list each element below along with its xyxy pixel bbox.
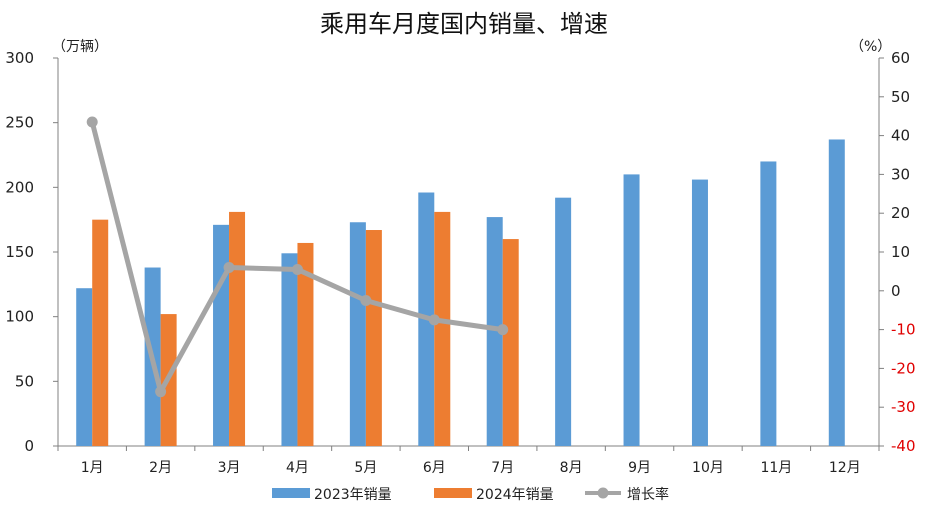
x-tick-label: 12月 [829,460,861,476]
legend-swatch [272,488,310,498]
bar [623,174,640,446]
bar [828,139,845,447]
left-axis-unit: （万辆） [52,39,108,55]
right-tick-label: 0 [891,282,901,300]
right-tick-label: 10 [891,243,910,261]
growth-rate-point [155,386,167,398]
bar [213,224,230,446]
bar [555,197,572,446]
bar [760,161,777,446]
left-tick-label: 0 [24,437,34,455]
left-tick-label: 200 [5,178,34,196]
bar [502,239,519,446]
right-tick-label: -40 [891,437,916,455]
right-axis-unit: （%） [850,39,891,55]
axes: 0 50 100 150 200 250 300 -40 -30 -20 -10 0 10 20 30 40 5… [5,49,915,476]
growth-rate-point [428,314,440,326]
line-layer [86,116,509,398]
bar [297,242,314,446]
growth-rate-point [223,262,235,274]
left-tick-label: 50 [15,372,34,390]
x-tick-label: 4月 [286,460,309,476]
x-tick-label: 6月 [423,460,446,476]
bar [691,179,708,446]
legend-label: 2024年销量 [476,487,554,503]
chart-title: 乘用车月度国内销量、增速 [320,10,608,38]
left-tick-label: 300 [5,49,34,67]
x-tick-label: 10月 [692,460,724,476]
right-tick-label: 40 [891,127,910,145]
right-tick-label: -20 [891,359,916,377]
x-tick-label: 3月 [218,460,241,476]
growth-rate-point [291,263,303,275]
left-tick-label: 250 [5,114,34,132]
legend: 2023年销量 2024年销量 增长率 [272,486,669,503]
bars-layer [76,139,845,447]
bar [229,211,246,446]
bar [434,211,451,446]
x-tick-label: 7月 [491,460,514,476]
legend-swatch [434,488,472,498]
x-tick-label: 9月 [628,460,651,476]
bar [349,222,366,446]
right-tick-label: -10 [891,321,916,339]
bar [281,253,298,446]
legend-label: 增长率 [627,486,669,503]
right-tick-label: -30 [891,398,916,416]
bar [92,219,109,446]
x-tick-label: 1月 [81,460,104,476]
x-tick-label: 5月 [354,460,377,476]
x-tick-label: 11月 [760,460,792,476]
x-tick-label: 8月 [560,460,583,476]
bar [365,230,382,446]
left-tick-label: 150 [5,243,34,261]
growth-rate-point [497,324,509,336]
legend-label: 2023年销量 [314,487,392,503]
growth-rate-point [360,295,372,306]
right-tick-label: 30 [891,165,910,183]
growth-rate-point [86,116,98,128]
legend-swatch-marker [597,487,609,499]
x-tick-label: 2月 [149,460,172,476]
right-tick-label: 20 [891,204,910,222]
bar [76,288,93,446]
bar [486,217,503,446]
right-tick-label: 60 [891,49,910,67]
right-tick-label: 50 [891,88,910,106]
left-tick-label: 100 [5,308,34,326]
